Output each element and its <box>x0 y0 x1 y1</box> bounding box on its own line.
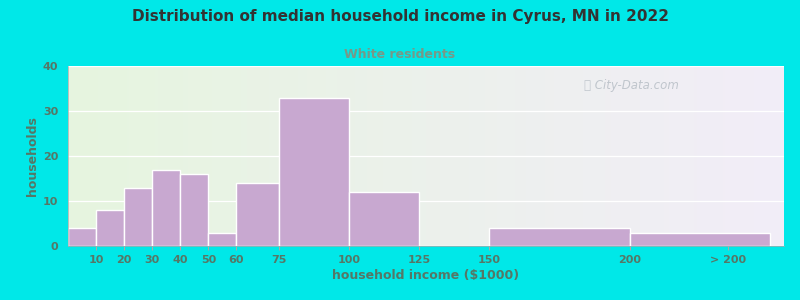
Bar <box>349 192 419 246</box>
Text: Distribution of median household income in Cyrus, MN in 2022: Distribution of median household income … <box>131 9 669 24</box>
Bar <box>278 98 349 246</box>
Bar <box>152 169 180 246</box>
Bar <box>96 210 124 246</box>
Bar <box>124 188 152 246</box>
Bar <box>180 174 208 246</box>
Y-axis label: households: households <box>26 116 38 196</box>
Bar <box>630 232 770 246</box>
Bar <box>208 232 237 246</box>
Text: Ⓞ City-Data.com: Ⓞ City-Data.com <box>583 79 678 92</box>
Bar <box>489 228 630 246</box>
Text: White residents: White residents <box>345 48 455 61</box>
Bar <box>68 228 96 246</box>
X-axis label: household income ($1000): household income ($1000) <box>333 269 519 282</box>
Bar <box>237 183 278 246</box>
